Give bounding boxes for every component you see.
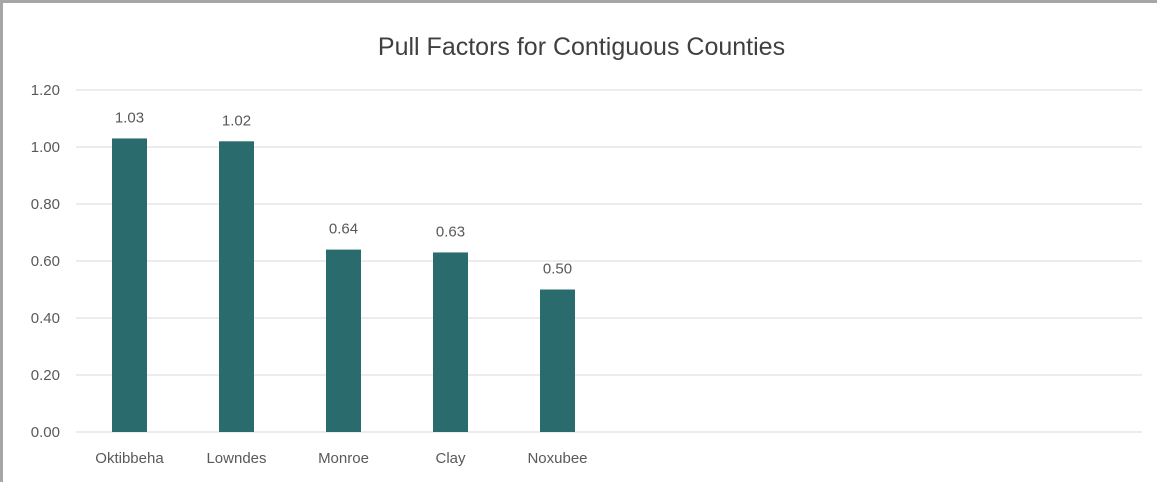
y-tick-label: 0.00 [31,424,60,441]
data-label: 0.50 [543,261,572,278]
data-label: 0.63 [436,223,465,240]
x-tick-label: Lowndes [206,450,266,467]
bar [219,141,254,433]
data-label: 1.03 [115,109,144,126]
y-tick-label: 0.20 [31,367,60,384]
data-label: 0.64 [329,221,358,238]
y-tick-label: 0.80 [31,196,60,213]
x-tick-label: Clay [435,450,466,467]
chart-title: Pull Factors for Contiguous Counties [377,33,786,61]
x-tick-label: Noxubee [527,450,587,467]
x-tick-label: Monroe [318,450,369,467]
x-tick-label: Oktibbeha [95,450,164,467]
bar [433,252,468,432]
bar [326,249,361,432]
y-tick-label: 1.00 [31,139,60,156]
y-tick-label: 0.40 [31,310,60,327]
y-tick-label: 1.20 [31,82,60,99]
bar [540,289,575,432]
bar [112,138,147,432]
data-label: 1.02 [222,112,251,129]
y-tick-label: 0.60 [31,253,60,270]
